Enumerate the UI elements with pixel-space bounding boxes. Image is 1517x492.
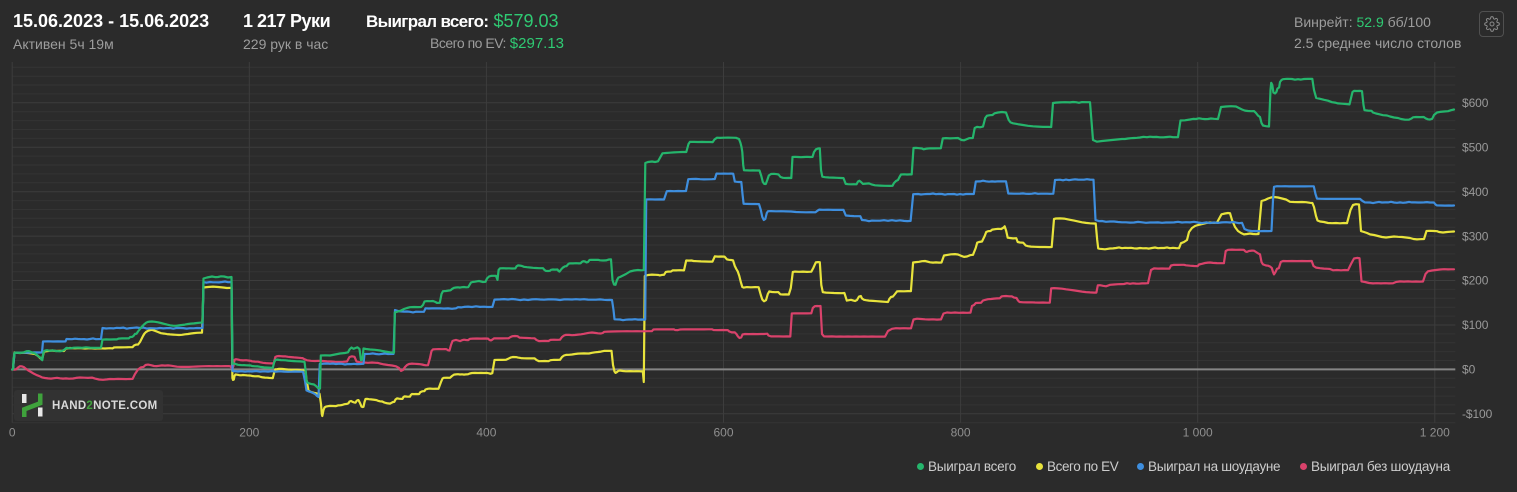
- svg-text:0: 0: [9, 426, 16, 440]
- svg-text:$500: $500: [1462, 140, 1489, 154]
- svg-text:$400: $400: [1462, 185, 1489, 199]
- svg-text:$200: $200: [1462, 274, 1489, 288]
- svg-text:400: 400: [476, 426, 496, 440]
- svg-text:$600: $600: [1462, 96, 1489, 110]
- svg-text:-$100: -$100: [1462, 407, 1493, 421]
- svg-text:800: 800: [951, 426, 971, 440]
- svg-text:$100: $100: [1462, 318, 1489, 332]
- svg-text:1 200: 1 200: [1420, 426, 1450, 440]
- svg-text:600: 600: [713, 426, 733, 440]
- svg-text:$300: $300: [1462, 229, 1489, 243]
- svg-text:200: 200: [239, 426, 259, 440]
- svg-text:$0: $0: [1462, 363, 1476, 377]
- svg-text:1 000: 1 000: [1183, 426, 1213, 440]
